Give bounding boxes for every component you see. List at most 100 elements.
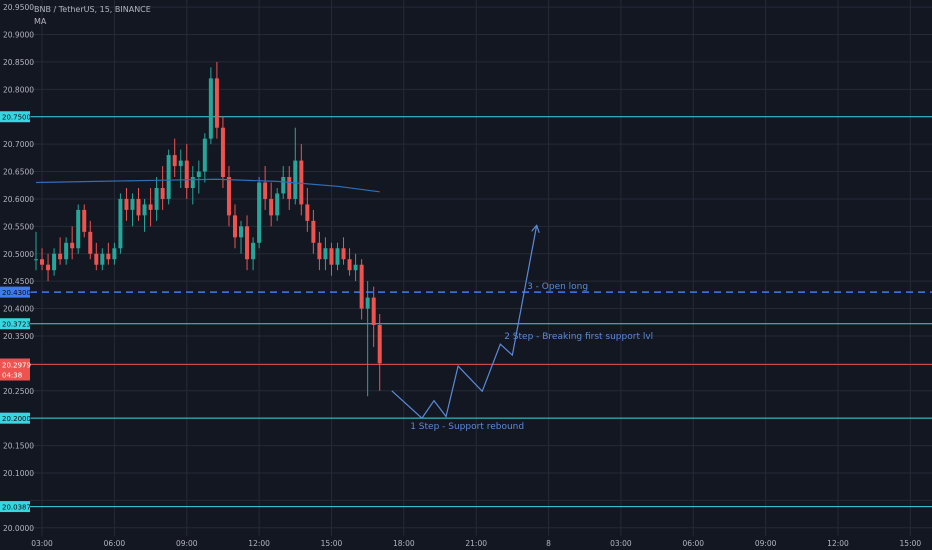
candle [184,144,189,199]
candle [251,237,256,271]
candle-body [335,248,340,265]
y-tick-label: 20.5000 [3,250,34,259]
candle-body [154,187,159,210]
candle [311,209,316,254]
candle-body [166,155,171,199]
x-tick-label: 03:00 [610,539,632,548]
candle-body [64,242,69,260]
candle [34,231,38,271]
candle [257,177,262,249]
candle [52,248,57,276]
candle [202,133,207,183]
candle-body [299,160,304,205]
candle-body [34,259,38,261]
y-tick-label: 20.6500 [3,168,34,177]
candle [269,182,274,227]
candle-body [371,297,376,325]
y-tick-label: 20.1000 [3,469,34,478]
x-tick-label: 09:00 [755,539,777,548]
annotation-label: 3 - Open long [527,282,588,292]
candle [239,220,244,254]
y-tick-label: 20.6000 [3,195,34,204]
candle [40,248,45,271]
x-tick-label: 12:00 [248,539,270,548]
level-tag-bg [0,501,30,513]
y-tick-label: 20.0000 [3,524,34,533]
candle [263,166,268,210]
candle [58,237,63,265]
price-tags: 20.7500 20.3723 20.2000 20.0387 20.4300 20.29… [0,111,31,513]
candle-body [359,264,364,309]
y-axis[interactable]: 20.9500 20.9000 20.8500 20.8000 20.7000 20.65… [3,3,34,533]
candle [293,127,298,205]
annotation-label: 1 Step - Support rebound [410,422,524,432]
candle-body [377,324,382,364]
candle [232,204,237,249]
y-tick-label: 20.8000 [3,85,34,94]
level-price-tag: 20.7500 [0,111,31,123]
ma-line [35,178,380,193]
candle-body [257,182,262,243]
level-tag-label: 20.0387 [2,504,31,512]
candle [172,138,177,178]
x-tick-label: 03:00 [31,539,53,548]
candle [124,187,129,221]
current-price-label: 20.2979 [2,362,31,370]
projection-path-line [391,226,537,420]
candle [148,187,153,227]
candle-body [269,198,274,216]
x-tick-label: 09:00 [176,539,198,548]
candle-body [263,182,268,199]
candle [76,204,81,254]
candle [106,242,111,265]
current-price-tag-bg [0,358,30,381]
candle [64,237,69,265]
candle-body [353,264,358,271]
candle-body [202,138,207,172]
candle-body [232,215,237,238]
candle-body [317,242,322,260]
candle-body [46,264,51,271]
candle-body [160,187,165,199]
x-tick-label: 06:00 [682,539,704,548]
candle-body [112,248,117,260]
level-tag-label: 20.4300 [2,289,31,297]
indicator-label: MA [34,17,47,26]
candle-body [88,231,93,254]
candle-body [239,226,244,238]
current-price-tag: 20.2979 04:38 [0,358,31,381]
candle [208,67,213,145]
candle-body [76,209,81,249]
candle [365,281,370,397]
candle-body [172,155,177,167]
candle-body [214,78,219,128]
candle [317,231,322,271]
candle [214,61,219,139]
level-tag-bg [0,318,30,330]
y-tick-label: 20.2500 [3,387,34,396]
candle-body [293,160,298,199]
y-tick-label: 20.3500 [3,332,34,341]
y-tick-label: 20.4000 [3,305,34,314]
candle-body [124,198,129,210]
candle [118,193,123,254]
level-tag-label: 20.2000 [2,415,31,423]
candle [305,187,310,232]
candle [299,144,304,216]
x-axis[interactable]: 03:00 06:00 09:00 12:00 15:00 18:00 21:00 8 03:0… [31,539,921,548]
y-tick-label: 20.5500 [3,222,34,231]
candle-body [178,160,183,167]
candle [359,259,364,320]
candle [88,220,93,260]
candle [287,166,292,210]
candle-body [220,127,225,178]
candle [94,242,99,271]
candle-body [275,193,280,216]
y-tick-label: 20.1500 [3,442,34,451]
candle-body [106,253,111,260]
candle [46,253,51,282]
moving-average [35,178,380,193]
